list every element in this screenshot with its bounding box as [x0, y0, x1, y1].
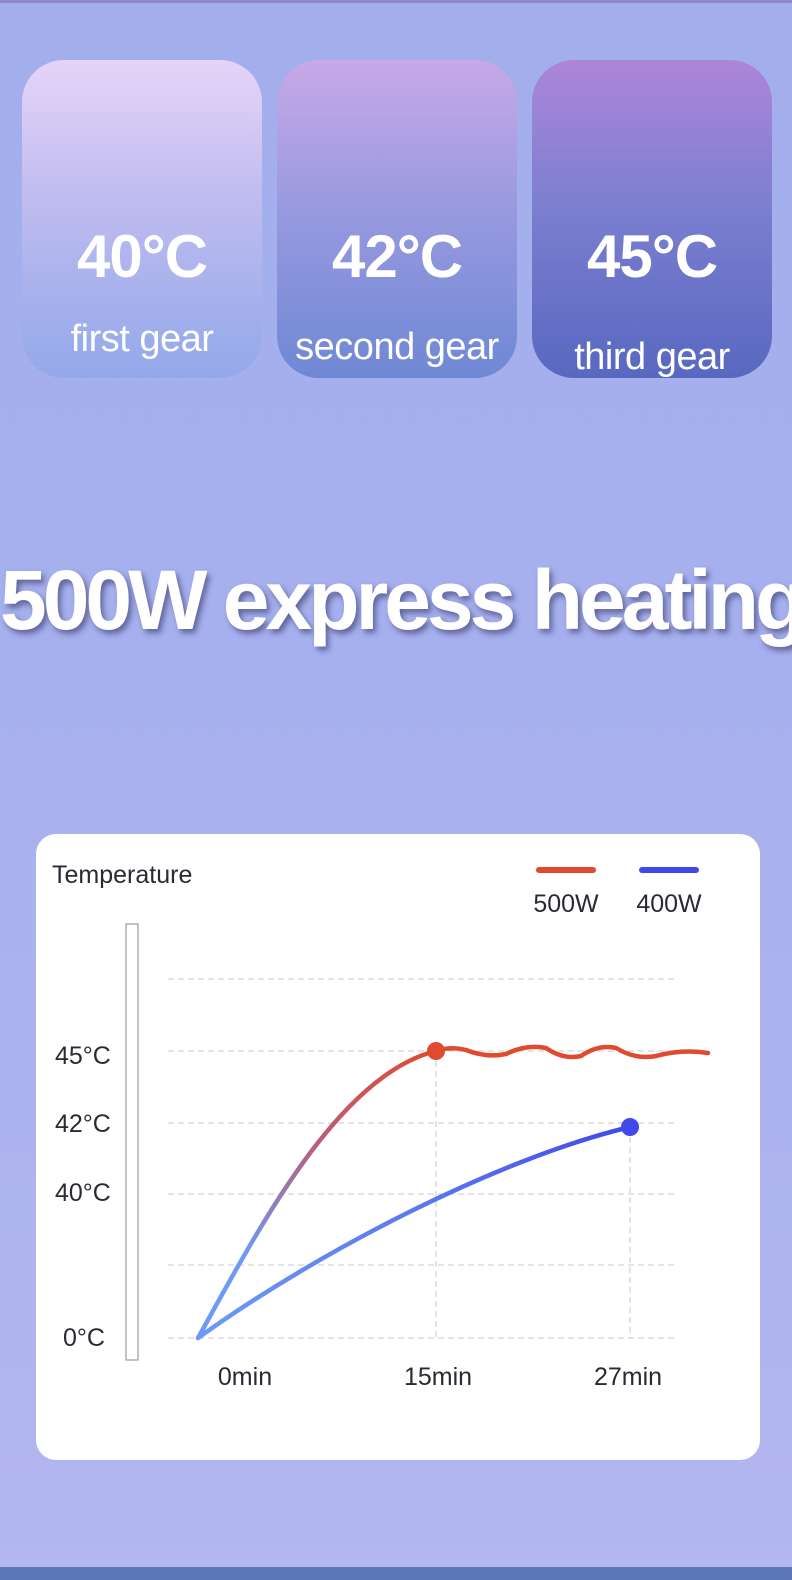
card-gear-label: first gear [22, 318, 262, 361]
temperature-chart: Temperature 45°C 42°C 40°C 0°C 0min 15min 27mi… [36, 834, 760, 1460]
x-tick-label: 0min [218, 1363, 272, 1391]
second-gear-card: 42°C second gear [277, 60, 517, 378]
y-tick-label: 40°C [55, 1179, 111, 1207]
card-temperature: 42°C [277, 222, 517, 291]
third-gear-card: 45°C third gear [532, 60, 772, 378]
series-line-400w [198, 1127, 630, 1338]
card-temperature: 45°C [532, 222, 772, 291]
series-marker-500w [427, 1042, 445, 1060]
headline: 500W express heating [0, 552, 792, 649]
card-gear-label: second gear [277, 326, 517, 369]
series-marker-400w [621, 1118, 639, 1136]
legend-label: 400W [636, 890, 702, 918]
legend-label: 500W [533, 890, 599, 918]
bottom-border [0, 1567, 792, 1580]
chart-panel: Temperature 45°C 42°C 40°C 0°C 0min 15min 27mi… [36, 834, 760, 1460]
y-tick-label: 0°C [63, 1324, 105, 1352]
x-tick-label: 27min [594, 1363, 662, 1391]
top-border [0, 0, 792, 3]
y-tick-label: 45°C [55, 1042, 111, 1070]
y-axis-bar [126, 924, 138, 1360]
card-gear-label: third gear [532, 336, 772, 379]
x-tick-label: 15min [404, 1363, 472, 1391]
y-tick-label: 42°C [55, 1110, 111, 1138]
card-temperature: 40°C [22, 222, 262, 291]
chart-title: Temperature [52, 861, 192, 889]
first-gear-card: 40°C first gear [22, 60, 262, 378]
